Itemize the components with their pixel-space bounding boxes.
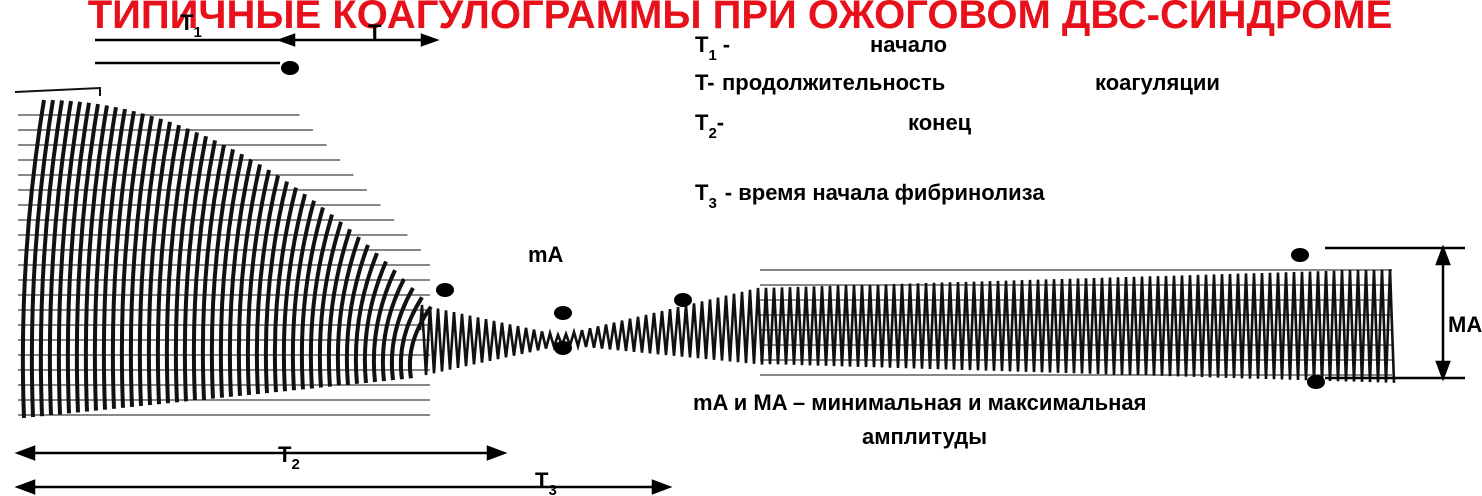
- legend-text: конец: [908, 110, 972, 135]
- t3-label: T3: [535, 468, 557, 496]
- max-amp-label: MA: [1448, 312, 1482, 337]
- note-line: амплитуды: [862, 424, 987, 449]
- legend-term: T3- время начала фибринолиза: [695, 180, 1045, 212]
- waveform: [15, 88, 1394, 418]
- trace: [420, 269, 1394, 383]
- legend-text: начало: [870, 32, 947, 57]
- trace: [15, 88, 100, 96]
- legend-text: коагуляции: [1095, 70, 1220, 95]
- t2-label: T2: [278, 442, 300, 473]
- note-line: mA и MA – минимальная и максимальная: [693, 390, 1146, 415]
- legend-term: T-: [695, 70, 715, 95]
- title: ТИПИЧНЫЕ КОАГУЛОГРАММЫ ПРИ ОЖОГОВОМ ДВС-…: [88, 0, 1393, 37]
- min-amp-label: mA: [528, 242, 564, 267]
- coagulogram-diagram: ТИПИЧНЫЕ КОАГУЛОГРАММЫ ПРИ ОЖОГОВОМ ДВС-…: [0, 0, 1482, 496]
- legend-term: T2-: [695, 110, 724, 142]
- legend-text: продолжительность: [722, 70, 945, 95]
- t-label: T: [368, 20, 382, 45]
